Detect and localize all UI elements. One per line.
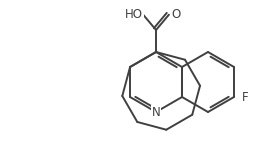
Text: O: O bbox=[171, 8, 181, 21]
Text: F: F bbox=[242, 91, 248, 104]
Text: N: N bbox=[152, 105, 160, 119]
Text: HO: HO bbox=[125, 8, 143, 21]
